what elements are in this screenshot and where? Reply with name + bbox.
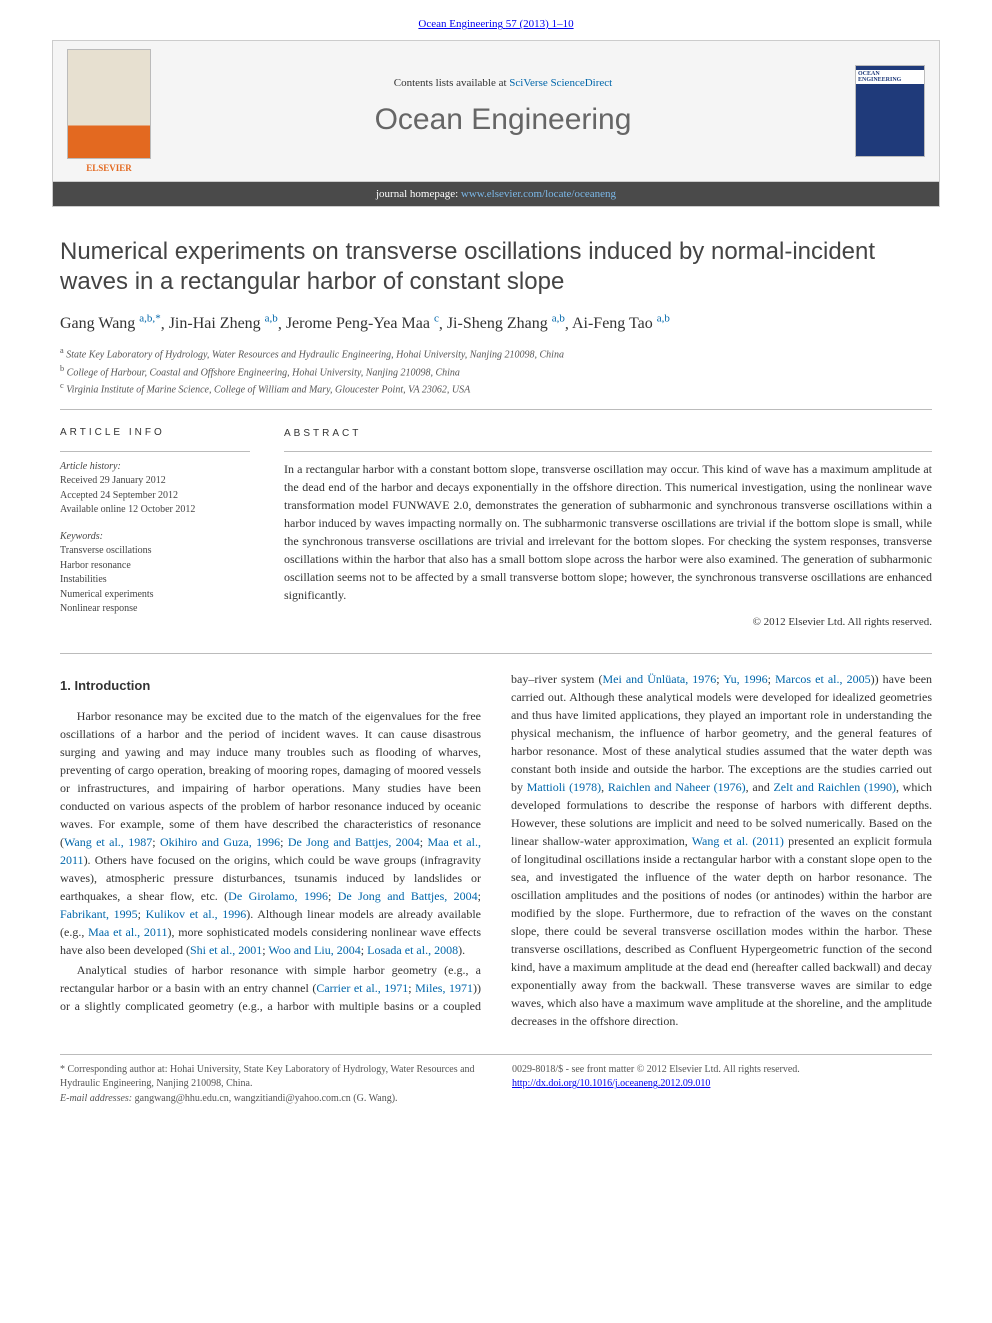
citation-link[interactable]: De Girolamo, 1996: [228, 889, 328, 903]
citation-link[interactable]: Fabrikant, 1995: [60, 907, 138, 921]
divider: [60, 409, 932, 410]
affil-ref[interactable]: a,b: [657, 313, 670, 325]
keyword: Harbor resonance: [60, 559, 250, 574]
author: Ai-Feng Tao a,b: [572, 315, 670, 332]
citation-link[interactable]: Carrier et al., 1971: [316, 981, 408, 995]
citation-link[interactable]: Kulikov et al., 1996: [146, 907, 247, 921]
history-line: Accepted 24 September 2012: [60, 489, 250, 504]
body-text: 1. Introduction Harbor resonance may be …: [60, 670, 932, 1030]
citation-link[interactable]: De Jong and Battjes, 2004: [288, 835, 420, 849]
affil-ref[interactable]: a,b: [265, 313, 278, 325]
scidirect-link[interactable]: SciVerse ScienceDirect: [509, 77, 612, 89]
author: Jin-Hai Zheng a,b: [169, 315, 278, 332]
keywords-label: Keywords:: [60, 530, 250, 545]
citation-link[interactable]: Zelt and Raichlen (1990): [773, 780, 895, 794]
footnote-block: * Corresponding author at: Hohai Univers…: [60, 1054, 932, 1107]
history-label: Article history:: [60, 460, 250, 475]
keyword: Numerical experiments: [60, 588, 250, 603]
journal-title: Ocean Engineering: [151, 103, 855, 137]
corresponding-note: * Corresponding author at: Hohai Univers…: [60, 1063, 480, 1092]
affil-ref[interactable]: c: [434, 313, 439, 325]
divider: [60, 653, 932, 654]
author-list: Gang Wang a,b,*, Jin-Hai Zheng a,b, Jero…: [60, 313, 932, 333]
citation-link[interactable]: Woo and Liu, 2004: [268, 943, 360, 957]
abstract-text: In a rectangular harbor with a constant …: [284, 460, 932, 604]
author: Gang Wang a,b,*: [60, 315, 161, 332]
citation-link[interactable]: Mattioli (1978): [527, 780, 601, 794]
homepage-line: journal homepage: www.elsevier.com/locat…: [53, 182, 939, 206]
citation-link[interactable]: Raichlen and Naheer (1976): [608, 780, 746, 794]
citation-link[interactable]: Wang et al., 1987: [64, 835, 152, 849]
corresponding-marker[interactable]: *: [155, 313, 161, 325]
citation-link[interactable]: Losada et al., 2008: [367, 943, 458, 957]
article-title: Numerical experiments on transverse osci…: [60, 237, 932, 297]
affil-ref[interactable]: a,b,: [139, 313, 155, 325]
keyword: Nonlinear response: [60, 602, 250, 617]
affil-ref[interactable]: a,b: [552, 313, 565, 325]
emails: gangwang@hhu.edu.cn, wangzitiandi@yahoo.…: [135, 1093, 398, 1104]
journal-cover-thumb: OCEAN ENGINEERING: [855, 65, 925, 157]
citation-link[interactable]: Miles, 1971: [415, 981, 473, 995]
history-line: Received 29 January 2012: [60, 474, 250, 489]
citation-link[interactable]: Marcos et al., 2005: [775, 672, 871, 686]
section-heading: 1. Introduction: [60, 676, 481, 696]
citation-link[interactable]: Okihiro and Guza, 1996: [160, 835, 280, 849]
journal-citation-link[interactable]: Ocean Engineering 57 (2013) 1–10: [418, 18, 573, 30]
article-info-column: ARTICLE INFO Article history: Received 2…: [60, 426, 250, 631]
citation-link[interactable]: Maa et al., 2011: [88, 925, 167, 939]
history-line: Available online 12 October 2012: [60, 503, 250, 518]
author: Jerome Peng-Yea Maa c: [286, 315, 439, 332]
homepage-link[interactable]: www.elsevier.com/locate/oceaneng: [461, 188, 616, 200]
abstract-heading: ABSTRACT: [284, 426, 932, 441]
affiliations: a State Key Laboratory of Hydrology, Wat…: [60, 345, 932, 397]
article-info-heading: ARTICLE INFO: [60, 426, 250, 441]
doi-link[interactable]: http://dx.doi.org/10.1016/j.oceaneng.201…: [512, 1078, 710, 1089]
citation-link[interactable]: Wang et al. (2011): [692, 834, 784, 848]
citation-link[interactable]: Yu, 1996: [723, 672, 767, 686]
author: Ji-Sheng Zhang a,b: [447, 315, 565, 332]
affiliation-line: a State Key Laboratory of Hydrology, Wat…: [60, 345, 932, 362]
abstract-copyright: © 2012 Elsevier Ltd. All rights reserved…: [284, 614, 932, 631]
affiliation-line: c Virginia Institute of Marine Science, …: [60, 380, 932, 397]
citation-link[interactable]: Shi et al., 2001: [190, 943, 262, 957]
keyword: Instabilities: [60, 573, 250, 588]
contents-line: Contents lists available at SciVerse Sci…: [151, 77, 855, 89]
email-label: E-mail addresses:: [60, 1093, 132, 1104]
elsevier-tree-thumb: ELSEVIER: [67, 49, 151, 173]
issn-line: 0029-8018/$ - see front matter © 2012 El…: [512, 1063, 932, 1078]
citation-link[interactable]: Mei and Ünlüata, 1976: [602, 672, 716, 686]
keyword: Transverse oscillations: [60, 544, 250, 559]
elsevier-logo: ELSEVIER: [67, 163, 151, 173]
affiliation-line: b College of Harbour, Coastal and Offsho…: [60, 363, 932, 380]
journal-citation: Ocean Engineering 57 (2013) 1–10: [0, 0, 992, 40]
abstract-column: ABSTRACT In a rectangular harbor with a …: [284, 426, 932, 631]
body-paragraph: Harbor resonance may be excited due to t…: [60, 707, 481, 959]
citation-link[interactable]: De Jong and Battjes, 2004: [338, 889, 478, 903]
journal-header-band: ELSEVIER Contents lists available at Sci…: [52, 40, 940, 207]
